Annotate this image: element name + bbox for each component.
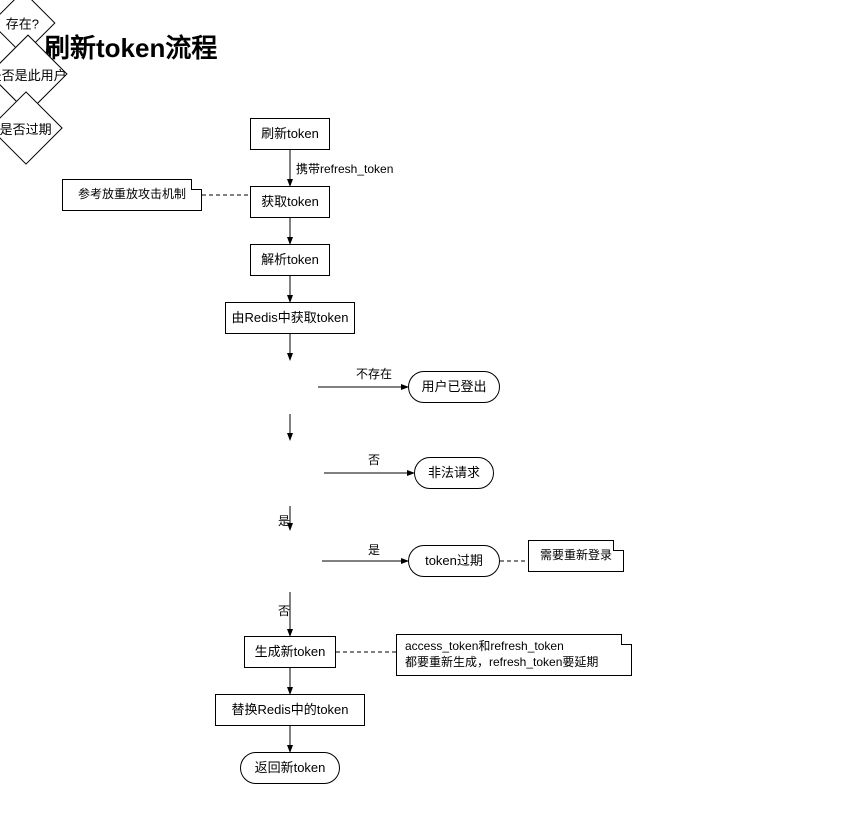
edge-label-no-user: 否 — [368, 451, 380, 468]
edge-label-carry-refresh: 携带refresh_token — [296, 160, 393, 177]
terminator-user-logged-out: 用户已登出 — [408, 371, 500, 403]
note-replay-attack: 参考放重放攻击机制 — [62, 179, 202, 211]
node-get-from-redis: 由Redis中获取token — [225, 302, 355, 334]
note-regenerate: access_token和refresh_token都要重新生成，refresh… — [396, 634, 632, 676]
flowchart-page: 刷新token流程 刷新token 获取token 解析token 由Redis… — [0, 0, 865, 831]
terminator-token-expired: token过期 — [408, 545, 500, 577]
terminator-illegal-request: 非法请求 — [414, 457, 494, 489]
node-refresh-token: 刷新token — [250, 118, 330, 150]
node-replace-redis-token: 替换Redis中的token — [215, 694, 365, 726]
node-get-token: 获取token — [250, 186, 330, 218]
node-generate-new-token: 生成新token — [244, 636, 336, 668]
edge-label-no-expired: 否 — [278, 602, 290, 619]
edge-label-yes-user: 是 — [278, 512, 290, 529]
edge-label-yes-expired: 是 — [368, 541, 380, 558]
node-parse-token: 解析token — [250, 244, 330, 276]
edge-label-not-exists: 不存在 — [356, 365, 392, 382]
note-relogin: 需要重新登录 — [528, 540, 624, 572]
terminator-return-new-token: 返回新token — [240, 752, 340, 784]
page-title: 刷新token流程 — [44, 28, 217, 65]
decision-expired: 是否过期 — [0, 91, 63, 165]
edges-svg — [0, 0, 865, 831]
